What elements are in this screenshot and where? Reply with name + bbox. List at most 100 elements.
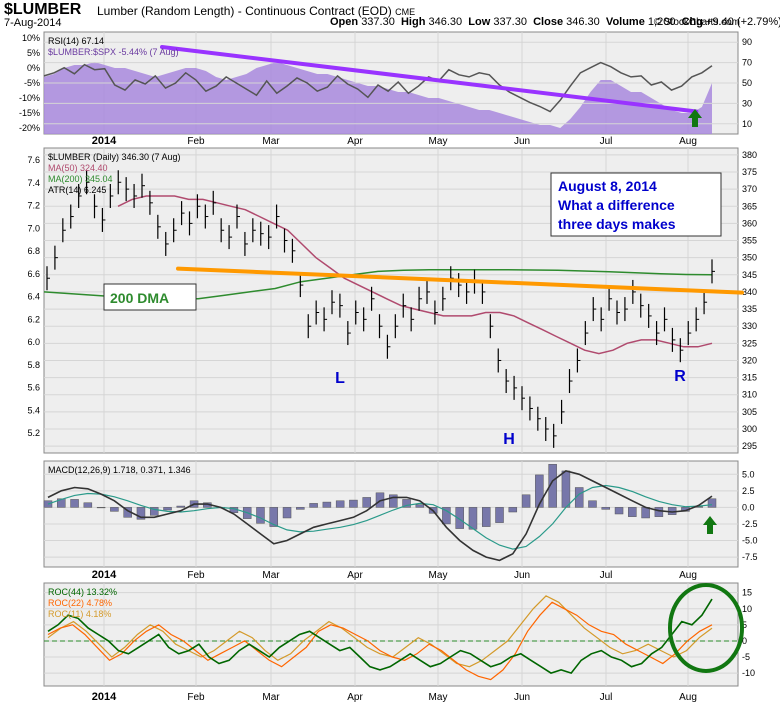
macd-hist-bar-18	[282, 507, 292, 519]
roc-right-tick-1: 10	[742, 604, 752, 614]
macd-hist-bar-3	[83, 502, 93, 508]
roc11-line	[47, 595, 713, 668]
roc22-line	[47, 601, 713, 681]
roc-right-tick-3: 0	[742, 636, 747, 646]
price-month-label-6: Jul	[600, 136, 613, 147]
price-right-tick-15: 305	[742, 407, 757, 417]
macd-hist-bar-42	[601, 507, 611, 510]
price-right-tick-5: 355	[742, 236, 757, 246]
roc-month-label-5: Jun	[514, 692, 530, 703]
rsi-left-tick-5: -15%	[19, 108, 40, 118]
macd-hist-bar-44	[628, 507, 637, 517]
roc-month-label-4: May	[429, 692, 448, 703]
price-right-tick-13: 315	[742, 373, 757, 383]
macd-hist-bar-1	[57, 498, 66, 508]
roc-highlight-ellipse	[668, 583, 744, 673]
macd-month-label-7: Aug	[679, 570, 697, 581]
roc-panel	[43, 582, 739, 687]
price-left-tick-6: 6.4	[27, 292, 40, 302]
annot-callout-box	[550, 172, 722, 237]
macd-hist-bar-10	[176, 505, 186, 508]
macd-hist-bar-33	[481, 507, 491, 527]
annot-callout-line2: What a difference	[558, 197, 675, 213]
roc44-line	[47, 598, 713, 675]
macd-hist-bar-19	[296, 507, 305, 510]
macd-legend: MACD(12,26,9) 1.718, 0.371, 1.346	[48, 465, 191, 475]
roc-right-tick-5: -10	[742, 668, 755, 678]
stockcharts-watermark: © StockCharts.com	[653, 17, 740, 28]
price-left-tick-3: 7.0	[27, 223, 40, 233]
price-left-tick-4: 6.8	[27, 246, 40, 256]
rsi-right-tick-2: 50	[742, 78, 752, 88]
roc-month-label-3: Apr	[347, 692, 363, 703]
price-right-tick-1: 375	[742, 167, 757, 177]
macd-hist-bar-38	[548, 464, 557, 508]
instrument-name-text: Lumber (Random Length) - Continuous Cont…	[97, 4, 392, 18]
close-label: Close	[533, 16, 564, 28]
price-right-tick-14: 310	[742, 390, 757, 400]
roc-legend-11: ROC(11) 4.18%	[48, 609, 111, 619]
macd-right-tick-3: -2.5	[742, 519, 758, 529]
price-legend-symbol: $LUMBER (Daily) 346.30 (7 Aug)	[48, 152, 181, 162]
price-legend-ma200: MA(200) 345.04	[48, 174, 113, 184]
low-label: Low	[468, 16, 491, 28]
price-right-tick-8: 340	[742, 287, 757, 297]
macd-hist-bar-28	[415, 504, 425, 508]
annot-l-text: L	[335, 370, 345, 387]
price-left-tick-1: 7.4	[27, 178, 40, 188]
macd-hist-bar-24	[362, 497, 371, 508]
macd-hist-bar-30	[442, 507, 451, 525]
macd-right-tick-0: 5.0	[742, 469, 755, 479]
price-right-tick-0: 380	[742, 150, 757, 160]
chg-value: +9.40 (+2.79%)	[706, 16, 780, 28]
symbol-title: $LUMBER	[4, 1, 82, 18]
price-month-label-3: Apr	[347, 136, 363, 147]
close-value: 346.30	[566, 16, 600, 28]
chg-label: Chg	[681, 16, 703, 28]
price-right-tick-3: 365	[742, 201, 757, 211]
macd-hist-bar-39	[561, 470, 571, 508]
macd-hist-bar-41	[588, 500, 597, 508]
macd-hist-bar-17	[269, 507, 279, 527]
low-value: 337.30	[493, 16, 527, 28]
macd-hist-bar-5	[110, 507, 119, 512]
price-right-tick-2: 370	[742, 184, 757, 194]
volume-label: Volume	[605, 16, 645, 28]
macd-hist-bar-45	[641, 507, 650, 519]
exchange-label: CME	[395, 7, 416, 17]
macd-hist-bar-22	[335, 500, 345, 508]
macd-hist-bar-2	[70, 499, 79, 508]
macd-month-label-5: Jun	[514, 570, 530, 581]
rsi-left-tick-0: 10%	[22, 33, 40, 43]
macd-hist-bar-34	[495, 507, 504, 523]
price-left-tick-8: 6.0	[27, 337, 40, 347]
macd-hist-bar-43	[614, 507, 624, 515]
macd-hist-bar-9	[163, 507, 172, 511]
rsi-legend-rsi: RSI(14) 67.14	[48, 36, 104, 46]
price-right-tick-11: 325	[742, 338, 757, 348]
macd-right-tick-1: 2.5	[742, 486, 755, 496]
price-left-tick-2: 7.2	[27, 201, 40, 211]
price-left-tick-5: 6.6	[27, 269, 40, 279]
rsi-up-arrow-icon	[688, 109, 702, 127]
rsi-ratio-area	[44, 62, 712, 134]
macd-up-arrow-icon	[703, 516, 717, 534]
macd-hist-bar-35	[508, 507, 518, 513]
roc-right-tick-0: 15	[742, 588, 752, 598]
high-label: High	[400, 16, 426, 28]
macd-hist-bar-26	[389, 494, 398, 508]
macd-month-label-3: Apr	[347, 570, 363, 581]
price-legend-ma50: MA(50) 324.40	[48, 163, 108, 173]
annot-callout-line1: August 8, 2014	[558, 178, 657, 194]
roc-month-label-0: 2014	[92, 691, 117, 703]
macd-month-label-1: Feb	[187, 570, 205, 581]
price-left-tick-7: 6.2	[27, 314, 40, 324]
rsi-left-tick-6: -20%	[19, 123, 40, 133]
rsi-right-tick-4: 10	[742, 119, 752, 129]
price-month-label-5: Jun	[514, 136, 530, 147]
rsi-line	[43, 61, 713, 113]
macd-hist-bar-46	[654, 507, 664, 517]
rsi-right-tick-3: 30	[742, 98, 752, 108]
price-right-tick-16: 300	[742, 424, 757, 434]
